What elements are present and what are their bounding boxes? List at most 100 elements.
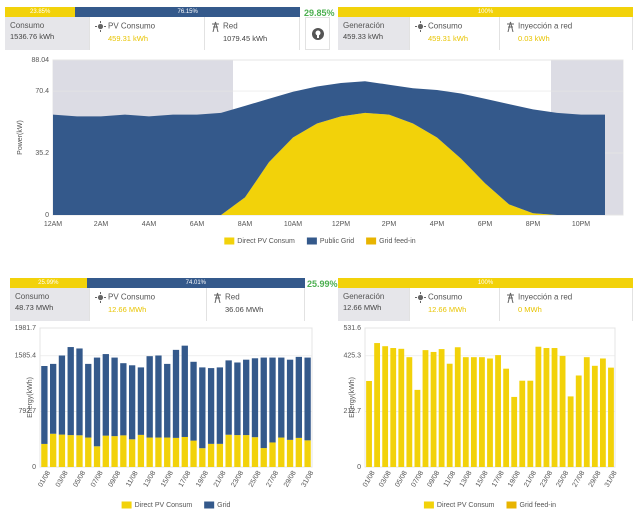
stat-value: 12.66 MWh xyxy=(428,305,467,314)
stat-label: Generación xyxy=(343,292,404,301)
bar xyxy=(495,355,501,467)
bar xyxy=(470,357,477,467)
bar xyxy=(207,443,215,467)
stat-label: Inyección a red xyxy=(505,21,627,33)
stat-value: 36.06 MWh xyxy=(225,305,264,314)
bar xyxy=(216,367,224,444)
bar xyxy=(225,434,232,467)
legend: Direct PV Consum Grid xyxy=(121,501,231,509)
bar xyxy=(243,435,250,467)
stat-label-text: Consumo xyxy=(15,292,50,301)
x-tick-label: 8AM xyxy=(238,221,253,228)
bar xyxy=(207,368,215,444)
stat-panel: 100% Generación 459.33 kWh Consumo 459.31 kW… xyxy=(338,7,633,50)
area xyxy=(53,81,605,216)
x-tick-label: 12AM xyxy=(44,221,62,228)
stat-label-text: Generación xyxy=(343,21,385,30)
share-segment: 100% xyxy=(338,7,633,17)
x-tick-label: 03/08 xyxy=(378,470,393,489)
y-tick-label: 0 xyxy=(357,464,361,471)
x-tick-label: 6AM xyxy=(190,221,205,228)
stat-box: Inyección a red 0.03 kWh xyxy=(500,17,633,50)
bar xyxy=(243,359,250,436)
bar xyxy=(181,436,188,467)
x-tick-label: 07/08 xyxy=(410,470,425,489)
x-tick-label: 01/08 xyxy=(37,470,52,489)
stat-label: PV Consumo xyxy=(95,21,199,32)
bar xyxy=(430,351,437,467)
bulb-box[interactable] xyxy=(305,17,330,50)
x-tick-label: 21/08 xyxy=(213,470,228,489)
bar xyxy=(111,357,118,437)
bar xyxy=(487,358,493,467)
stat-label-text: Consumo xyxy=(428,292,463,302)
bar xyxy=(85,437,92,467)
stat-label: Generación xyxy=(343,21,404,30)
stat-box: Inyección a red 0 MWh xyxy=(500,288,633,321)
bar xyxy=(251,358,259,438)
x-tick-label: 23/08 xyxy=(539,470,554,489)
stat-label-text: PV Consumo xyxy=(108,292,156,302)
bar xyxy=(374,343,380,467)
stat-label: Red xyxy=(210,21,294,33)
legend-swatch xyxy=(121,501,132,509)
x-tick-label: 01/08 xyxy=(362,470,377,489)
bar xyxy=(511,396,518,467)
x-tick-label: 15/08 xyxy=(475,470,490,489)
legend-swatch xyxy=(306,237,317,245)
x-tick-label: 10AM xyxy=(284,221,302,228)
pylon-icon xyxy=(507,21,514,33)
stat-value: 12.66 MWh xyxy=(343,303,382,312)
x-tick-label: 19/08 xyxy=(195,470,210,489)
x-tick-label: 21/08 xyxy=(523,470,538,489)
bar xyxy=(93,446,101,467)
x-tick-label: 2PM xyxy=(382,221,397,228)
bar xyxy=(181,345,188,437)
stat-value: 459.31 kWh xyxy=(108,34,149,43)
bar xyxy=(269,442,276,467)
x-tick-label: 09/08 xyxy=(426,470,441,489)
bar xyxy=(58,434,66,467)
bar xyxy=(128,439,136,467)
bar xyxy=(583,357,590,467)
sun-icon xyxy=(95,21,106,32)
bar xyxy=(260,448,267,467)
bar xyxy=(527,380,534,467)
x-tick-label: 29/08 xyxy=(283,470,298,489)
bar xyxy=(137,367,145,435)
bar xyxy=(225,360,232,435)
y-axis-title: Energy(kWh) xyxy=(349,377,356,418)
x-tick-label: 29/08 xyxy=(588,470,603,489)
bar xyxy=(438,349,445,467)
stat-panel: 25.99% 74.01% Consumo 48.73 MWh PV Consumo 12… xyxy=(10,278,305,321)
bar xyxy=(146,356,153,438)
bar xyxy=(164,437,171,467)
bar xyxy=(111,436,118,467)
x-tick-label: 11/08 xyxy=(443,470,458,488)
y-tick-label: 212.7 xyxy=(343,408,361,415)
bar xyxy=(102,354,109,436)
stat-box: Red 36.06 MWh xyxy=(207,288,305,321)
x-tick-label: 23/08 xyxy=(230,470,245,489)
bar xyxy=(216,443,224,467)
bar xyxy=(446,363,453,467)
y-tick-label: 0 xyxy=(32,464,36,471)
x-tick-label: 09/08 xyxy=(107,470,122,489)
x-tick-label: 2AM xyxy=(94,221,109,228)
bar xyxy=(50,363,57,434)
stat-label-text: Inyección a red xyxy=(518,21,573,31)
stat-value: 1536.76 kWh xyxy=(10,32,55,41)
y-tick-label: 1585.4 xyxy=(15,353,37,360)
stat-panel: 23.85% 76.15% Consumo 1536.76 kWh PV Consumo… xyxy=(5,7,300,50)
y-tick-label: 425.3 xyxy=(343,353,361,360)
legend-label: Public Grid xyxy=(320,238,354,245)
bar xyxy=(269,357,276,443)
bar xyxy=(390,348,397,467)
legend-swatch xyxy=(423,501,434,509)
bar xyxy=(146,437,153,467)
bar xyxy=(479,357,485,467)
legend-label: Grid xyxy=(217,502,230,509)
bar xyxy=(190,440,197,467)
bar xyxy=(454,347,461,467)
